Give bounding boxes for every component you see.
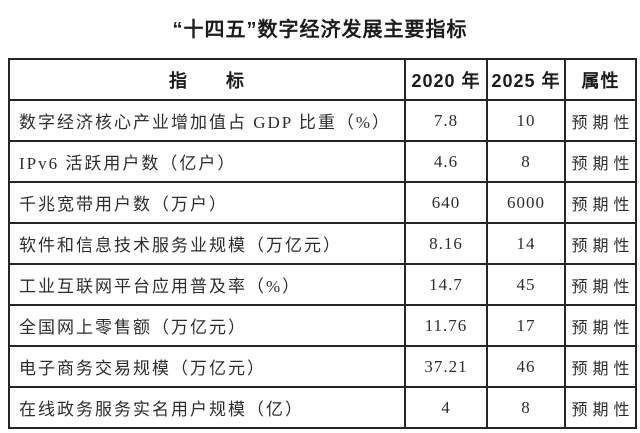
value-2025-cell: 45 xyxy=(486,263,566,306)
table-row: 工业互联网平台应用普及率（%） 14.7 45 预期性 xyxy=(8,263,637,306)
column-header-2020: 2020 年 xyxy=(404,58,488,101)
value-2025-cell: 14 xyxy=(486,222,566,265)
table-row: 软件和信息技术服务业规模（万亿元） 8.16 14 预期性 xyxy=(8,222,637,265)
value-2020-cell: 14.7 xyxy=(404,263,488,306)
value-2020-cell: 4.6 xyxy=(404,140,488,183)
value-2020-cell: 640 xyxy=(404,181,488,224)
attribute-cell: 预期性 xyxy=(564,263,637,306)
attribute-cell: 预期性 xyxy=(564,304,637,347)
value-2025-cell: 46 xyxy=(486,345,566,388)
value-2020-cell: 11.76 xyxy=(404,304,488,347)
value-2025-cell: 8 xyxy=(486,140,566,183)
attribute-cell: 预期性 xyxy=(564,345,637,388)
indicator-cell: 电子商务交易规模（万亿元） xyxy=(8,345,406,388)
table-header-row: 指 标 2020 年 2025 年 属性 xyxy=(8,58,637,101)
page-title: “十四五”数字经济发展主要指标 xyxy=(172,19,468,41)
value-2020-cell: 8.16 xyxy=(404,222,488,265)
column-header-attribute: 属性 xyxy=(564,58,637,101)
table-row: 在线政务服务实名用户规模（亿） 4 8 预期性 xyxy=(8,386,637,429)
attribute-cell: 预期性 xyxy=(564,99,637,142)
attribute-cell: 预期性 xyxy=(564,181,637,224)
indicator-cell: 全国网上零售额（万亿元） xyxy=(8,304,406,347)
column-header-indicator: 指 标 xyxy=(8,58,406,101)
indicator-cell: 千兆宽带用户数（万户） xyxy=(8,181,406,224)
attribute-cell: 预期性 xyxy=(564,386,637,429)
attribute-cell: 预期性 xyxy=(564,222,637,265)
value-2025-cell: 10 xyxy=(486,99,566,142)
indicator-cell: 工业互联网平台应用普及率（%） xyxy=(8,263,406,306)
table-row: 全国网上零售额（万亿元） 11.76 17 预期性 xyxy=(8,304,637,347)
table-row: 电子商务交易规模（万亿元） 37.21 46 预期性 xyxy=(8,345,637,388)
value-2025-cell: 8 xyxy=(486,386,566,429)
indicator-cell: 软件和信息技术服务业规模（万亿元） xyxy=(8,222,406,265)
table-row: IPv6 活跃用户数（亿户） 4.6 8 预期性 xyxy=(8,140,637,183)
attribute-cell: 预期性 xyxy=(564,140,637,183)
indicator-cell: IPv6 活跃用户数（亿户） xyxy=(8,140,406,183)
indicator-table: 指 标 2020 年 2025 年 属性 数字经济核心产业增加值占 GDP 比重… xyxy=(8,58,637,429)
table-row: 数字经济核心产业增加值占 GDP 比重（%） 7.8 10 预期性 xyxy=(8,99,637,142)
indicator-cell: 在线政务服务实名用户规模（亿） xyxy=(8,386,406,429)
indicator-cell: 数字经济核心产业增加值占 GDP 比重（%） xyxy=(8,99,406,142)
column-header-2025: 2025 年 xyxy=(486,58,566,101)
value-2025-cell: 17 xyxy=(486,304,566,347)
value-2020-cell: 4 xyxy=(404,386,488,429)
value-2025-cell: 6000 xyxy=(486,181,566,224)
value-2020-cell: 37.21 xyxy=(404,345,488,388)
table-row: 千兆宽带用户数（万户） 640 6000 预期性 xyxy=(8,181,637,224)
value-2020-cell: 7.8 xyxy=(404,99,488,142)
